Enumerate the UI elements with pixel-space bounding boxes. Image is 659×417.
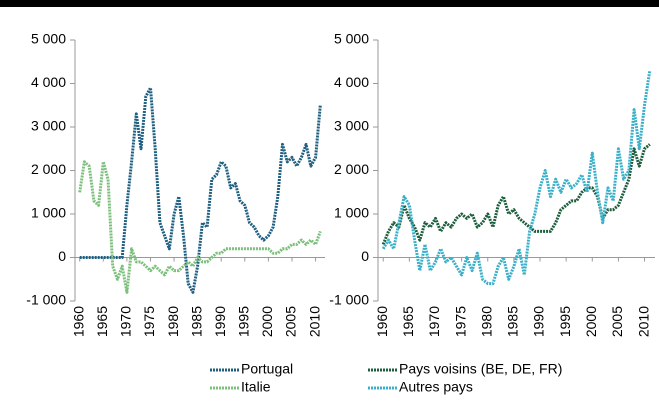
x-tick-label: 1970 xyxy=(118,306,134,337)
x-tick-label: 1970 xyxy=(426,306,442,337)
y-tick-label: 1 000 xyxy=(31,205,66,221)
x-tick-label: 2005 xyxy=(609,306,625,337)
x-tick-label: 1965 xyxy=(94,306,110,337)
y-tick-label: 4 000 xyxy=(31,74,66,90)
x-tick-label: 2010 xyxy=(306,306,322,337)
x-tick-label: 1990 xyxy=(212,306,228,337)
top-bar xyxy=(0,0,659,7)
y-tick-label: 0 xyxy=(361,248,369,264)
x-tick-label: 1995 xyxy=(236,306,252,337)
y-tick-label: 5 000 xyxy=(334,31,369,47)
x-tick-label: 1980 xyxy=(165,306,181,337)
y-tick-label: -1 000 xyxy=(329,292,369,308)
series-line xyxy=(78,160,322,294)
y-tick-label: 3 000 xyxy=(31,118,66,134)
y-tick-label: 0 xyxy=(58,248,66,264)
x-tick-label: 2000 xyxy=(259,306,275,337)
x-tick-label: 1985 xyxy=(505,306,521,337)
series-line xyxy=(79,86,322,294)
x-tick-label: 2005 xyxy=(283,306,299,337)
x-tick-label: 1985 xyxy=(188,306,204,337)
y-tick-label: -1 000 xyxy=(26,292,66,308)
series-line xyxy=(381,70,652,286)
x-tick-label: 1975 xyxy=(452,306,468,337)
x-tick-label: 1980 xyxy=(478,306,494,337)
y-tick-label: 2 000 xyxy=(334,161,369,177)
legend-label: Pays voisins (BE, DE, FR) xyxy=(399,361,562,377)
x-tick-label: 2010 xyxy=(635,306,651,337)
legend-label: Portugal xyxy=(241,361,293,377)
x-tick-label: 1975 xyxy=(141,306,157,337)
x-tick-label: 1995 xyxy=(557,306,573,337)
x-tick-label: 1960 xyxy=(374,306,390,337)
y-tick-label: 1 000 xyxy=(334,205,369,221)
legend-label: Autres pays xyxy=(399,379,473,395)
y-tick-label: 4 000 xyxy=(334,74,369,90)
y-tick-label: 2 000 xyxy=(31,161,66,177)
y-tick-label: 5 000 xyxy=(31,31,66,47)
x-tick-label: 1965 xyxy=(400,306,416,337)
x-tick-label: 1990 xyxy=(531,306,547,337)
x-tick-label: 1960 xyxy=(70,306,86,337)
legend-label: Italie xyxy=(241,379,271,395)
y-tick-label: 3 000 xyxy=(334,118,369,134)
x-tick-label: 2000 xyxy=(583,306,599,337)
